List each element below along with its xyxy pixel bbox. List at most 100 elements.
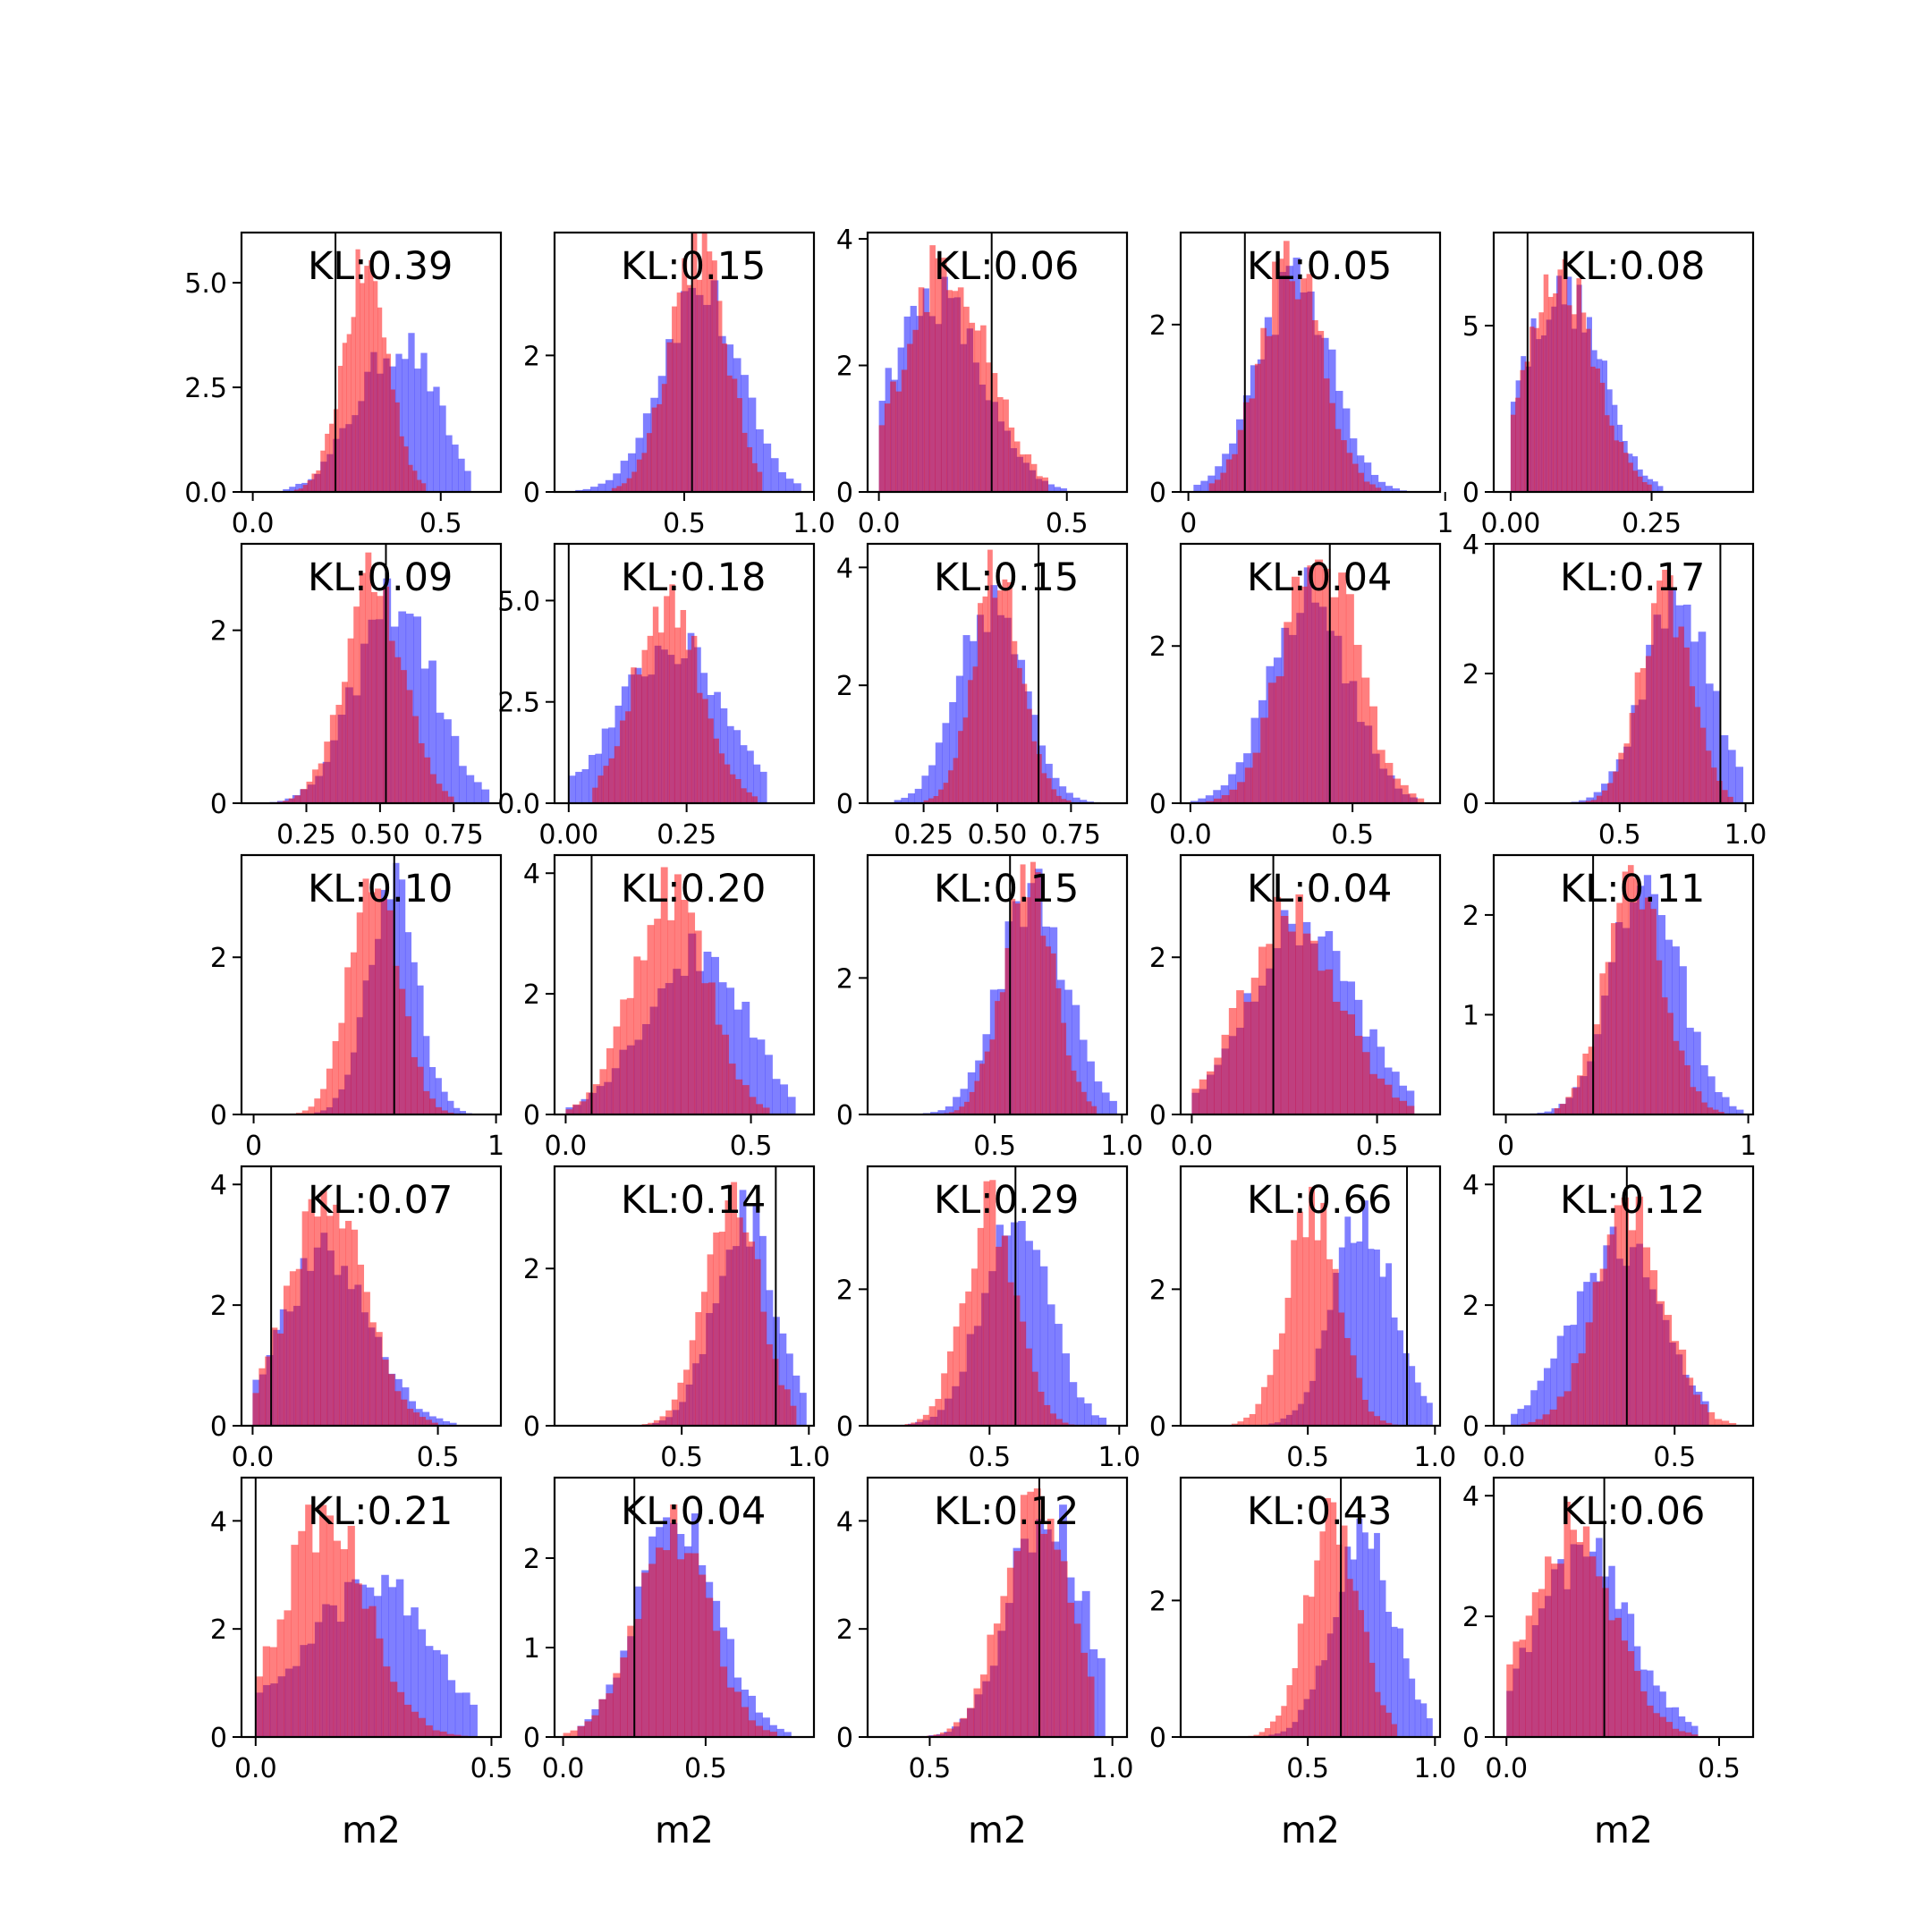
red-series-bar xyxy=(1338,572,1347,803)
blue-series-bar xyxy=(420,352,428,492)
blue-series-bar xyxy=(1101,1092,1110,1114)
histogram-panel: 0.0 0.5 0.0 2.5 5.0 KL:0.39 xyxy=(184,231,503,539)
histogram-panel: 0.5 1.0 0 2 KL:0.15 xyxy=(523,231,835,539)
red-series-bar xyxy=(1358,472,1365,492)
red-series-bar xyxy=(417,479,422,492)
y-tick-label: 4 xyxy=(836,1506,853,1538)
blue-series-bar xyxy=(785,479,794,492)
red-series-bar xyxy=(698,1574,707,1737)
x-tick-label: 0.25 xyxy=(276,819,336,851)
blue-series-bar xyxy=(787,1097,796,1114)
red-series-bar xyxy=(1664,1315,1673,1426)
red-series-bar xyxy=(987,1634,995,1737)
blue-series-bar xyxy=(1379,1580,1386,1737)
red-series-bar xyxy=(381,337,387,492)
red-series-bar xyxy=(394,1391,402,1426)
y-tick-label: 2 xyxy=(836,1614,853,1646)
blue-series-bar xyxy=(1530,1390,1538,1426)
x-tick-label: 1.0 xyxy=(1413,1753,1456,1784)
red-series-bar xyxy=(928,798,934,803)
blue-series-bar xyxy=(425,1646,434,1737)
y-tick-label: 0 xyxy=(523,1100,540,1131)
red-series-bar xyxy=(1557,1563,1564,1737)
red-series-bar xyxy=(627,1625,635,1737)
red-series-bar xyxy=(702,699,708,803)
y-tick-label: 5.0 xyxy=(497,586,540,617)
x-tick-label: 1.0 xyxy=(1100,1131,1143,1162)
red-series-bar xyxy=(971,1268,979,1426)
red-series-bar xyxy=(715,1024,723,1114)
red-series-bar xyxy=(1060,1561,1068,1737)
red-series-bar xyxy=(724,764,731,803)
red-series-bar xyxy=(728,1063,736,1114)
y-tick-label: 2 xyxy=(1149,943,1166,974)
red-series-bar xyxy=(718,1232,725,1426)
blue-series-bar xyxy=(1385,1263,1392,1426)
red-series-bar xyxy=(1051,789,1057,803)
red-series-bar xyxy=(1543,274,1549,492)
blue-series-bar xyxy=(1205,795,1214,803)
blue-series-bar xyxy=(1374,1532,1380,1737)
red-series-bar xyxy=(291,1545,299,1737)
red-series-bar xyxy=(1635,1196,1644,1426)
red-series-bar xyxy=(1551,1563,1558,1737)
red-series-bar xyxy=(1269,1721,1276,1737)
histogram-panel: 0.5 1.0 0 2 KL:0.29 xyxy=(836,1165,1140,1473)
axes-frame xyxy=(1179,853,1442,1116)
red-series-bar xyxy=(320,450,326,492)
red-series-bar xyxy=(1237,1421,1244,1426)
red-series-bar xyxy=(918,287,925,492)
red-series-bar xyxy=(386,353,392,492)
red-series-bar xyxy=(991,373,998,492)
blue-series-bar xyxy=(1069,1382,1078,1426)
red-series-bar xyxy=(1213,798,1222,803)
red-series-bar xyxy=(636,674,642,803)
blue-series-bar xyxy=(1200,480,1208,492)
x-axis-label: m2 xyxy=(1281,1809,1340,1852)
blue-series-bar xyxy=(1659,1691,1666,1737)
red-series-bar xyxy=(974,1080,980,1114)
blue-series-bar xyxy=(1356,1241,1363,1426)
x-tick-label: 0.00 xyxy=(538,819,598,851)
red-series-bar xyxy=(716,301,723,492)
red-series-bar xyxy=(1640,667,1647,803)
red-series-bar xyxy=(1399,1100,1408,1114)
y-tick-label: 0 xyxy=(1149,789,1166,820)
red-series-bar xyxy=(1062,1422,1069,1426)
red-series-bar xyxy=(933,795,939,803)
blue-series-bar xyxy=(1523,1405,1531,1426)
red-series-bar xyxy=(989,1039,996,1114)
blue-series-bar xyxy=(759,771,767,803)
red-series-bar xyxy=(766,1343,773,1426)
blue-series-bar xyxy=(1678,1716,1686,1737)
red-series-bar xyxy=(1055,795,1062,803)
red-series-bar xyxy=(1665,1722,1673,1737)
blue-series-bar xyxy=(776,1728,784,1737)
red-series-bar xyxy=(1302,1237,1309,1426)
y-tick-label: 0 xyxy=(836,1723,853,1754)
y-tick-label: 2.5 xyxy=(184,373,227,404)
red-series-bar xyxy=(1338,1312,1345,1426)
kl-divergence-label: KL:0.39 xyxy=(308,244,453,289)
blue-series-bar xyxy=(590,487,598,492)
red-series-bar xyxy=(748,1720,756,1737)
red-series-bar xyxy=(1368,1663,1376,1737)
red-series-bar xyxy=(417,1066,424,1114)
blue-series-bar xyxy=(793,483,801,492)
red-series-bar xyxy=(1037,476,1043,492)
red-series-bar xyxy=(1266,335,1273,492)
red-series-bar xyxy=(654,919,662,1114)
blue-series-bar xyxy=(1728,750,1736,803)
red-series-bar xyxy=(697,692,703,803)
x-axis-label: m2 xyxy=(655,1809,714,1852)
red-series-bar xyxy=(652,606,659,803)
x-tick-label: 1.0 xyxy=(792,508,835,539)
red-series-bar xyxy=(1673,1040,1680,1114)
red-series-bar xyxy=(400,670,407,803)
red-series-bar xyxy=(1699,727,1707,803)
red-series-bar xyxy=(1010,898,1016,1114)
blue-series-bar xyxy=(395,1579,404,1737)
blue-series-bar xyxy=(295,483,302,492)
red-series-bar xyxy=(403,1704,412,1737)
x-tick-label: 1.0 xyxy=(1413,1442,1456,1473)
